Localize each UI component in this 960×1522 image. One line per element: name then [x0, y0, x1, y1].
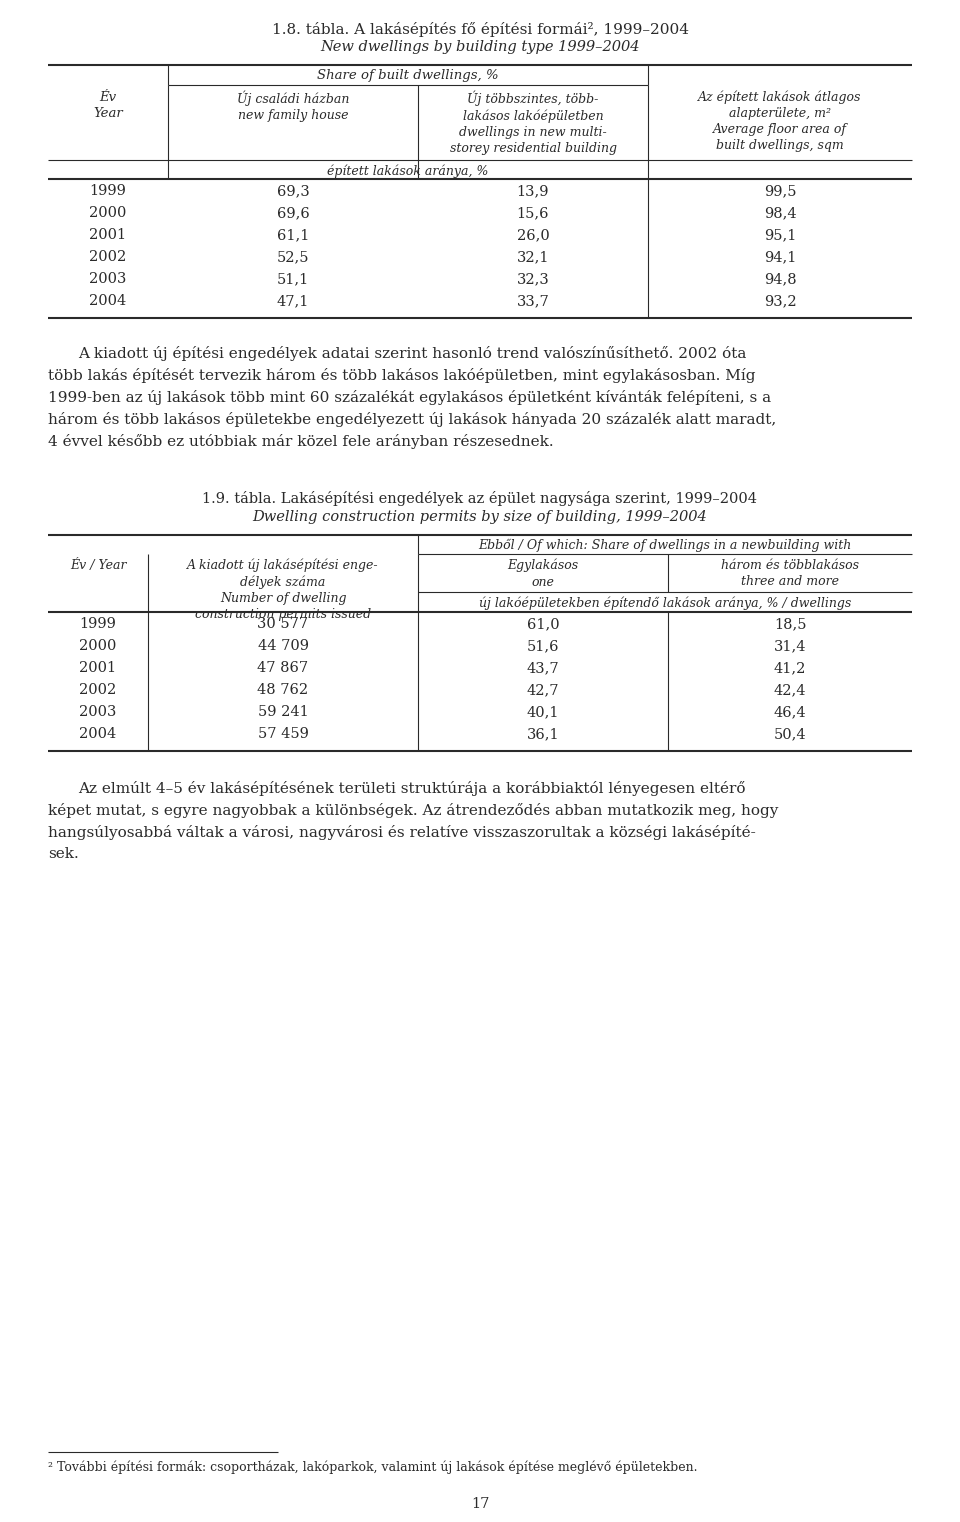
Text: Share of built dwellings, %: Share of built dwellings, % [317, 68, 499, 82]
Text: 33,7: 33,7 [516, 294, 549, 307]
Text: Év / Year: Év / Year [70, 559, 127, 572]
Text: 48 762: 48 762 [257, 683, 308, 697]
Text: 50,4: 50,4 [774, 728, 806, 741]
Text: 43,7: 43,7 [527, 661, 560, 674]
Text: Új többszintes, több-
lakásos lakóépületben
dwellings in new multi-
storey resid: Új többszintes, több- lakásos lakóépület… [449, 91, 616, 155]
Text: 61,1: 61,1 [276, 228, 309, 242]
Text: sek.: sek. [48, 848, 79, 861]
Text: 94,1: 94,1 [764, 250, 796, 263]
Text: 17: 17 [470, 1498, 490, 1511]
Text: 32,3: 32,3 [516, 272, 549, 286]
Text: 41,2: 41,2 [774, 661, 806, 674]
Text: hangsúlyosabbá váltak a városi, nagyvárosi és relatíve visszaszorultak a községi: hangsúlyosabbá váltak a városi, nagyváro… [48, 825, 756, 840]
Text: 15,6: 15,6 [516, 205, 549, 221]
Text: 2000: 2000 [80, 639, 117, 653]
Text: Év
Year: Év Year [93, 91, 123, 120]
Text: 69,6: 69,6 [276, 205, 309, 221]
Text: Egylakásos
one: Egylakásos one [508, 559, 579, 589]
Text: 2003: 2003 [89, 272, 127, 286]
Text: új lakóépületekben építendő lakások aránya, % / dwellings: új lakóépületekben építendő lakások arán… [479, 597, 852, 609]
Text: 1.8. tábla. A lakásépítés fő építési formái², 1999–2004: 1.8. tábla. A lakásépítés fő építési for… [272, 21, 688, 37]
Text: 61,0: 61,0 [527, 616, 560, 632]
Text: több lakás építését tervezik három és több lakásos lakóépületben, mint egylakáso: több lakás építését tervezik három és tö… [48, 368, 756, 384]
Text: három és többlakásos
three and more: három és többlakásos three and more [721, 559, 859, 587]
Text: 32,1: 32,1 [516, 250, 549, 263]
Text: 2000: 2000 [89, 205, 127, 221]
Text: 94,8: 94,8 [764, 272, 796, 286]
Text: 2004: 2004 [80, 728, 116, 741]
Text: 47,1: 47,1 [276, 294, 309, 307]
Text: 98,4: 98,4 [764, 205, 796, 221]
Text: Az épített lakások átlagos
alapterülete, m²
Average floor area of
built dwelling: Az épített lakások átlagos alapterülete,… [698, 91, 862, 152]
Text: Új családi házban
new family house: Új családi házban new family house [237, 91, 349, 122]
Text: 57 459: 57 459 [257, 728, 308, 741]
Text: 18,5: 18,5 [774, 616, 806, 632]
Text: 1999: 1999 [89, 184, 127, 198]
Text: A kiadott új építési engedélyek adatai szerint hasonló trend valószínűsíthető. 2: A kiadott új építési engedélyek adatai s… [78, 345, 746, 361]
Text: 47 867: 47 867 [257, 661, 308, 674]
Text: Az elmúlt 4–5 év lakásépítésének területi struktúrája a korábbiaktól lényegesen : Az elmúlt 4–5 év lakásépítésének terület… [78, 781, 746, 796]
Text: ² További építési formák: csoportházak, lakóparkok, valamint új lakások építése : ² További építési formák: csoportházak, … [48, 1460, 698, 1473]
Text: 13,9: 13,9 [516, 184, 549, 198]
Text: 36,1: 36,1 [527, 728, 560, 741]
Text: 4 évvel később ez utóbbiak már közel fele arányban részesednek.: 4 évvel később ez utóbbiak már közel fel… [48, 434, 554, 449]
Text: 93,2: 93,2 [764, 294, 796, 307]
Text: 95,1: 95,1 [764, 228, 796, 242]
Text: 2003: 2003 [80, 705, 117, 718]
Text: 42,7: 42,7 [527, 683, 560, 697]
Text: 59 241: 59 241 [257, 705, 308, 718]
Text: Ebből / Of which: Share of dwellings in a newbuilding with: Ebből / Of which: Share of dwellings in … [478, 539, 852, 552]
Text: 99,5: 99,5 [764, 184, 796, 198]
Text: 1.9. tábla. Lakásépítési engedélyek az épület nagysága szerint, 1999–2004: 1.9. tábla. Lakásépítési engedélyek az é… [203, 492, 757, 505]
Text: 30 577: 30 577 [257, 616, 308, 632]
Text: 31,4: 31,4 [774, 639, 806, 653]
Text: képet mutat, s egyre nagyobbak a különbségek. Az átrendeződés abban mutatkozik m: képet mutat, s egyre nagyobbak a különbs… [48, 804, 779, 817]
Text: 2002: 2002 [80, 683, 116, 697]
Text: 51,1: 51,1 [276, 272, 309, 286]
Text: 26,0: 26,0 [516, 228, 549, 242]
Text: 44 709: 44 709 [257, 639, 308, 653]
Text: 1999-ben az új lakások több mint 60 százalékát egylakásos épületként kívánták fe: 1999-ben az új lakások több mint 60 száz… [48, 390, 771, 405]
Text: 2001: 2001 [89, 228, 127, 242]
Text: három és több lakásos épületekbe engedélyezett új lakások hányada 20 százalék al: három és több lakásos épületekbe engedél… [48, 412, 777, 428]
Text: 51,6: 51,6 [527, 639, 560, 653]
Text: 52,5: 52,5 [276, 250, 309, 263]
Text: New dwellings by building type 1999–2004: New dwellings by building type 1999–2004 [321, 40, 639, 53]
Text: 69,3: 69,3 [276, 184, 309, 198]
Text: 2002: 2002 [89, 250, 127, 263]
Text: 42,4: 42,4 [774, 683, 806, 697]
Text: Dwelling construction permits by size of building, 1999–2004: Dwelling construction permits by size of… [252, 510, 708, 524]
Text: 1999: 1999 [80, 616, 116, 632]
Text: 46,4: 46,4 [774, 705, 806, 718]
Text: épített lakások aránya, %: épített lakások aránya, % [327, 164, 489, 178]
Text: 2001: 2001 [80, 661, 116, 674]
Text: 40,1: 40,1 [527, 705, 560, 718]
Text: 2004: 2004 [89, 294, 127, 307]
Text: A kiadott új lakásépítési enge-
délyek száma
Number of dwelling
construction per: A kiadott új lakásépítési enge- délyek s… [187, 559, 379, 621]
